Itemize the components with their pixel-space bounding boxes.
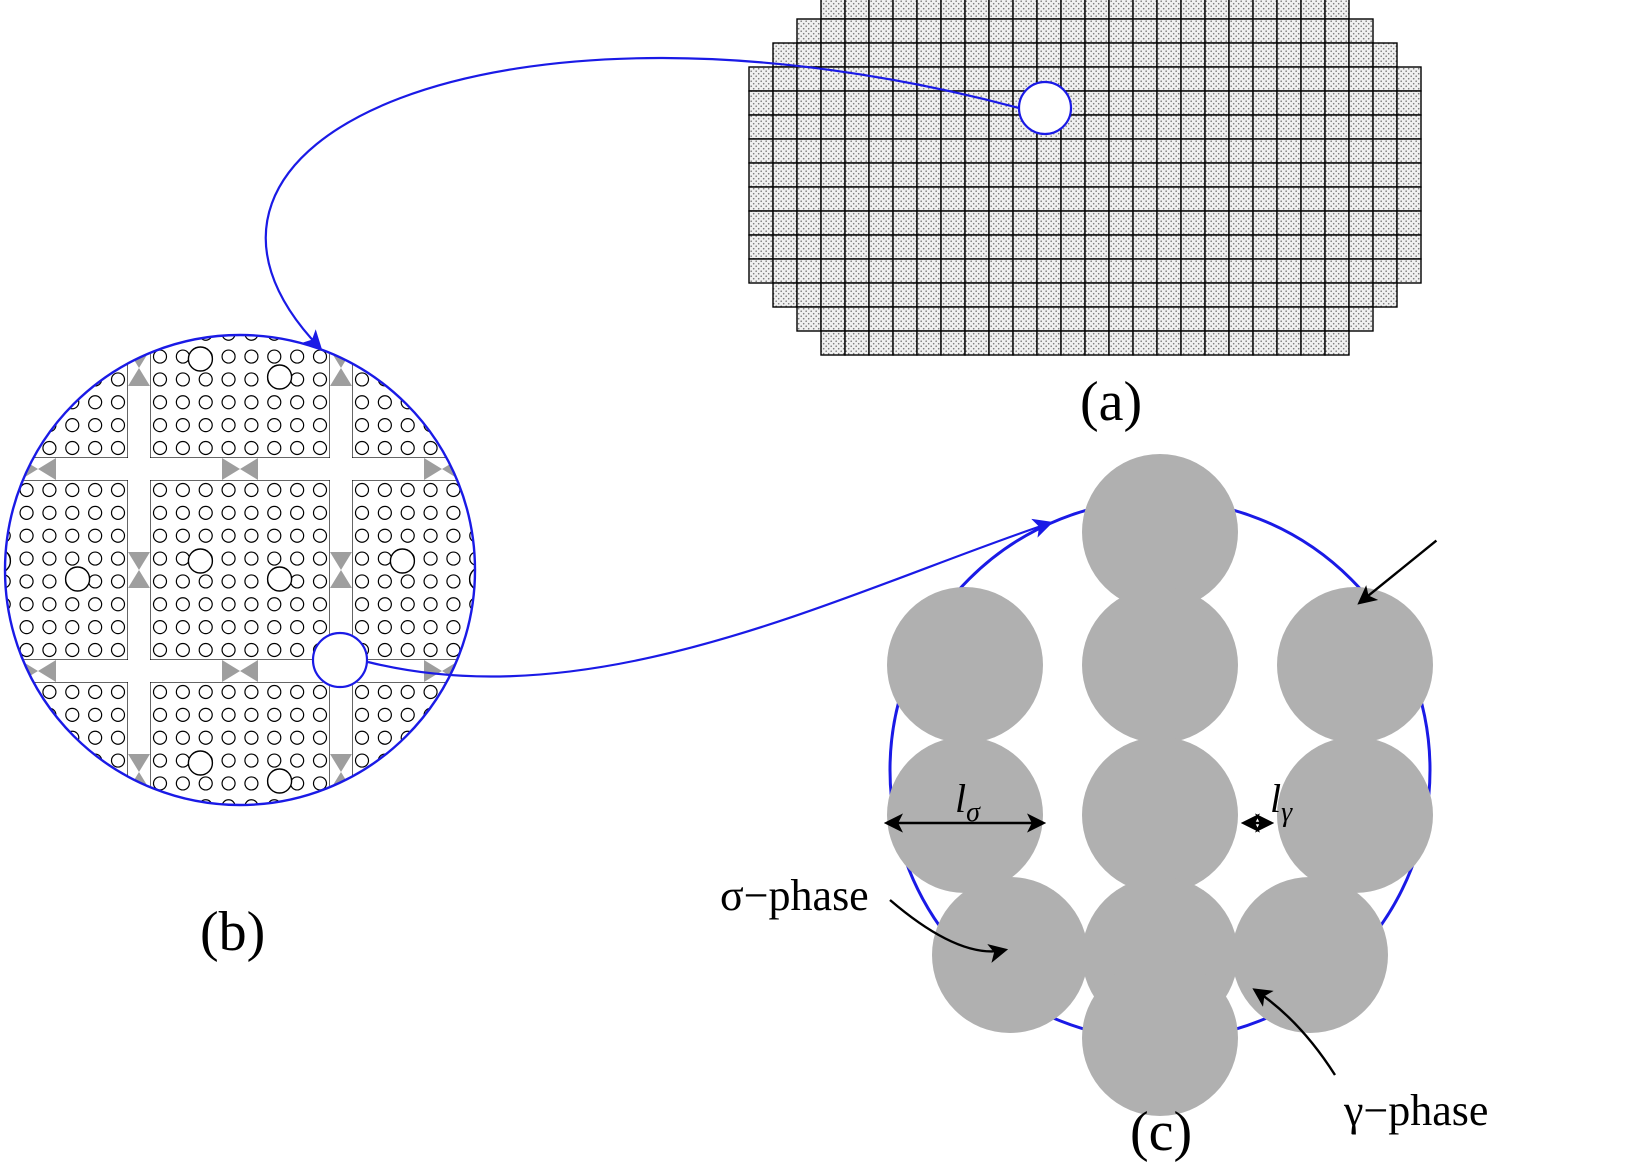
l-sigma-label: lσ	[955, 775, 980, 829]
assembly-zoom	[0, 247, 563, 893]
panel-label-b: (b)	[200, 900, 265, 964]
panel-label-c: (c)	[1130, 1100, 1192, 1164]
sigma-phase-label: σ−phase	[720, 870, 869, 921]
zoom-source-b	[313, 633, 367, 687]
zoom-source-a	[1019, 82, 1071, 134]
l-gamma-label: lγ	[1270, 775, 1292, 829]
core-grid	[749, 0, 1421, 355]
panel-label-a: (a)	[1080, 370, 1142, 434]
diagram-canvas	[0, 0, 1635, 1154]
gamma-phase-label: γ−phase	[1344, 1085, 1488, 1136]
